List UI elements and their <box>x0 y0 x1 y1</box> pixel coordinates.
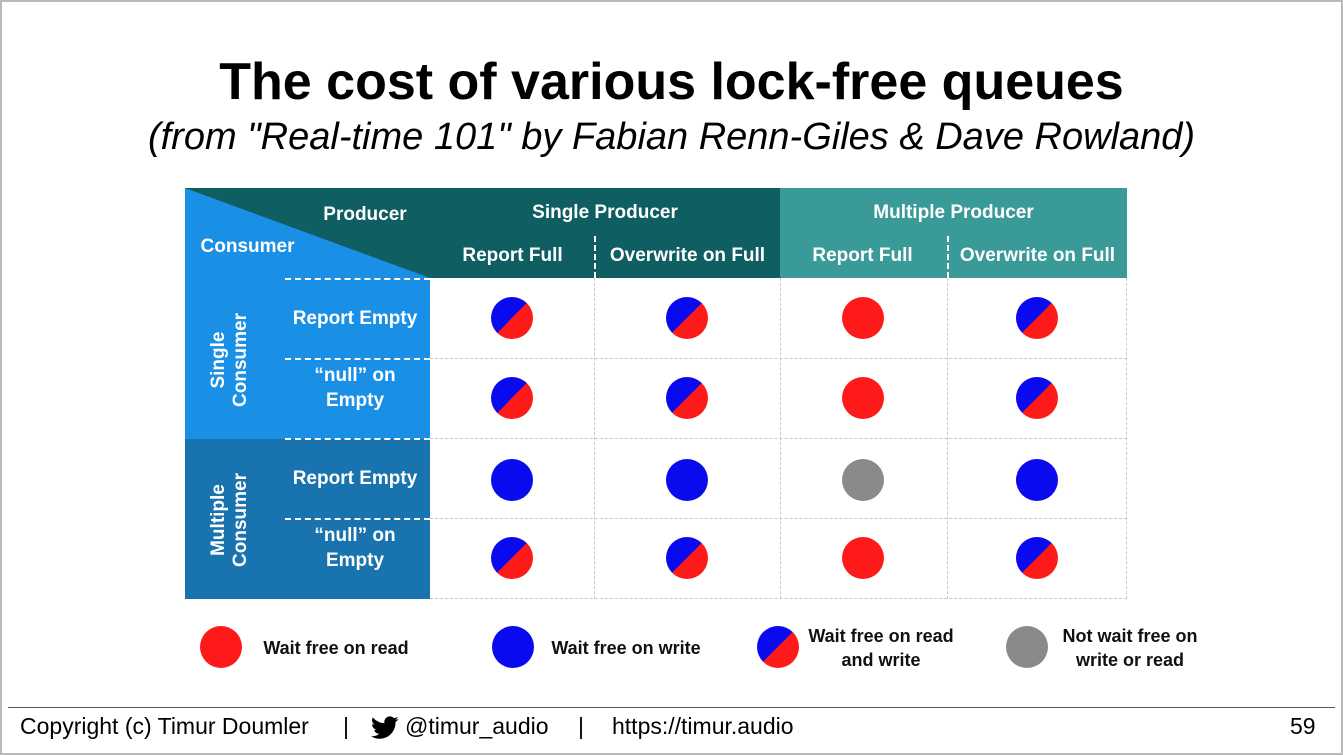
cell-dot-blue <box>1016 459 1058 501</box>
footer-divider <box>8 707 1335 708</box>
slide-subtitle: (from "Real-time 101" by Fabian Renn-Gil… <box>147 116 1196 158</box>
row-divider-1 <box>285 278 430 280</box>
corner-consumer-label: Consumer <box>200 236 295 257</box>
slide-title: The cost of various lock-free queues <box>219 53 1124 111</box>
cell-dot-both <box>1016 297 1058 339</box>
cell-dot-both <box>491 297 533 339</box>
grid-hline-2 <box>430 438 1127 439</box>
col-overwrite-on-full-2: Overwrite on Full <box>959 245 1116 266</box>
header-divider-2 <box>947 236 949 278</box>
footer-copyright: Copyright (c) Timur Doumler <box>20 713 309 739</box>
row-divider-4 <box>285 518 430 520</box>
grid-hline-1 <box>430 358 1127 359</box>
grid-hline-4 <box>430 598 1127 599</box>
multiple-consumer-label: Multiple Consumer <box>208 465 252 575</box>
multiple-consumer-text: Multiple Consumer <box>208 473 251 567</box>
multiple-producer-header <box>780 188 1127 278</box>
row-report-empty-2: Report Empty <box>292 468 418 489</box>
corner-diagonal <box>185 188 430 278</box>
legend-gray-dot <box>1006 626 1048 668</box>
twitter-bird-icon <box>371 716 399 739</box>
col-report-full-2: Report Full <box>812 245 913 266</box>
cell-dot-both <box>666 297 708 339</box>
cell-dot-blue <box>666 459 708 501</box>
cell-dot-both <box>666 537 708 579</box>
legend-both-dot <box>757 626 799 668</box>
cell-dot-blue <box>491 459 533 501</box>
single-producer-label: Single Producer <box>532 202 678 223</box>
col-report-full-1: Report Full <box>462 245 563 266</box>
legend-blue-dot <box>492 626 534 668</box>
legend-both-label: Wait free on read and write <box>808 626 954 670</box>
cell-dot-both <box>1016 377 1058 419</box>
legend-red-label: Wait free on read <box>263 638 409 658</box>
cell-dot-both <box>491 377 533 419</box>
footer-url[interactable]: https://timur.audio <box>612 713 794 739</box>
single-consumer-text: Single Consumer <box>208 313 251 407</box>
legend-blue-label: Wait free on write <box>551 638 701 658</box>
row-divider-3 <box>285 438 430 440</box>
grid-hline-3 <box>430 518 1127 519</box>
cell-dot-both <box>666 377 708 419</box>
cell-dot-red <box>842 377 884 419</box>
single-producer-header <box>430 188 780 278</box>
row-null-on-empty-1: “null” on Empty <box>314 365 396 411</box>
footer-separator-2: | <box>578 713 584 739</box>
footer-separator-1: | <box>343 713 349 739</box>
row-report-empty-1: Report Empty <box>292 308 418 329</box>
cell-dot-both <box>491 537 533 579</box>
single-consumer-label: Single Consumer <box>208 305 252 415</box>
queue-cost-table: Producer Consumer Single Producer Multip… <box>185 188 1127 599</box>
multiple-producer-label: Multiple Producer <box>873 202 1034 223</box>
corner-producer-label: Producer <box>323 204 407 225</box>
cell-dot-red <box>842 297 884 339</box>
footer-twitter-handle[interactable]: @timur_audio <box>405 713 549 739</box>
row-null-on-empty-2: “null” on Empty <box>314 525 396 571</box>
legend-gray-label: Not wait free on write or read <box>1062 626 1198 670</box>
row-divider-2 <box>285 358 430 360</box>
legend-red-dot <box>200 626 242 668</box>
cell-dot-both <box>1016 537 1058 579</box>
cell-dot-gray <box>842 459 884 501</box>
footer-page-number: 59 <box>1290 713 1316 739</box>
cell-dot-red <box>842 537 884 579</box>
header-divider-1 <box>594 236 596 278</box>
col-overwrite-on-full-1: Overwrite on Full <box>609 245 766 266</box>
